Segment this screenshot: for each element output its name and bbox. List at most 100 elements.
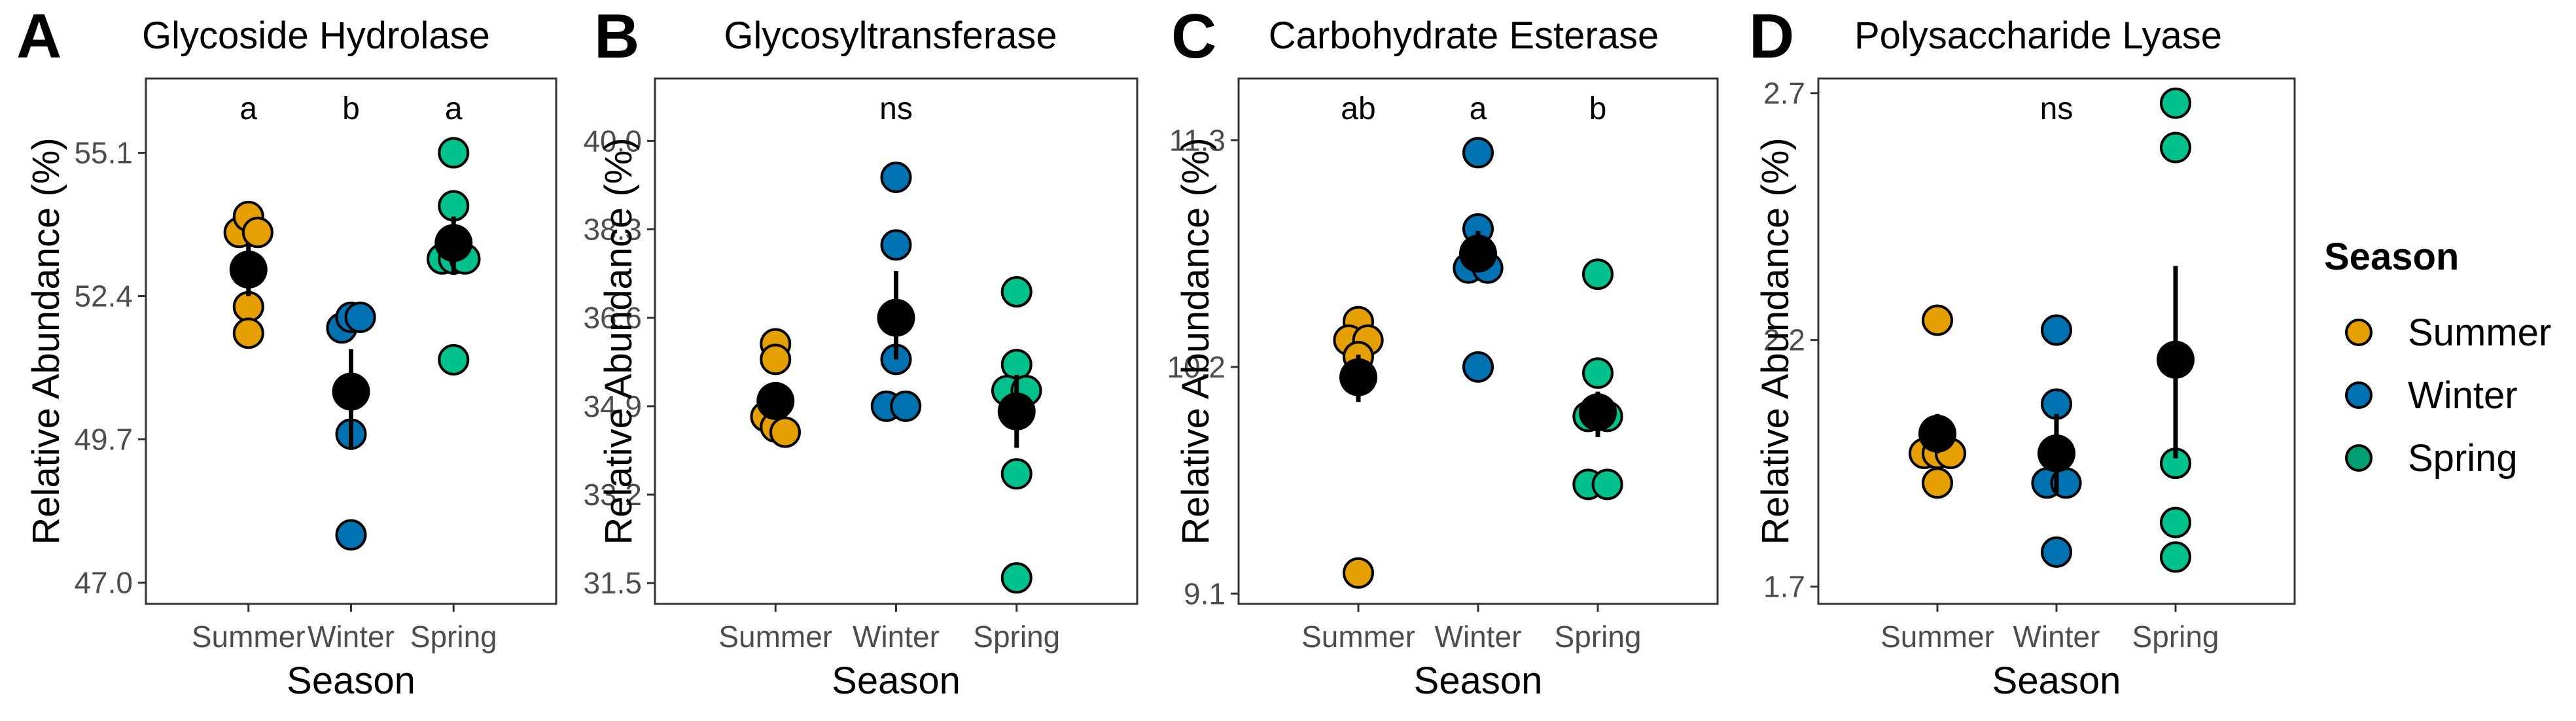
y-axis-label: Relative Abundance (%): [1754, 137, 1797, 544]
data-point: [2160, 541, 2191, 573]
data-point: [1000, 458, 1032, 490]
legend-key-winter: [2345, 381, 2373, 409]
data-point: [335, 519, 367, 551]
y-axis-label: Relative Abundance (%): [597, 137, 640, 544]
significance-label: ns: [2040, 92, 2073, 126]
y-axis-label: Relative Abundance (%): [25, 137, 67, 544]
data-point: [1462, 137, 1494, 169]
mean-point: [1579, 393, 1617, 432]
panel-b: B Glycosyltransferase 31.5 33.2 34.9 36.6 38.3…: [583, 1, 1138, 702]
panel-letter: D: [1749, 1, 1794, 71]
panel-title: Glycoside Hydrolase: [142, 14, 490, 57]
panel-letter: C: [1171, 1, 1216, 71]
mean-point: [2038, 434, 2075, 473]
y-tick-label: 55.1: [74, 136, 133, 170]
data-point: [890, 390, 922, 422]
significance-label: ns: [879, 92, 913, 126]
data-point: [2041, 314, 2072, 346]
x-axis-label: Season: [1992, 659, 2121, 702]
data-point: [1000, 562, 1032, 594]
data-point: [880, 229, 912, 261]
panel-letter: A: [16, 1, 62, 71]
data-point: [1582, 357, 1614, 389]
x-tick-label: Summer: [1880, 620, 1994, 654]
y-tick-label: 2.7: [1763, 77, 1805, 111]
panel-title: Glycosyltransferase: [724, 14, 1057, 57]
data-point: [880, 162, 912, 194]
legend-key-spring: [2345, 444, 2373, 472]
legend-item-spring: Spring: [2345, 437, 2518, 480]
significance-label: b: [342, 92, 360, 126]
mean-point: [1339, 358, 1377, 396]
mean-point: [1918, 414, 1956, 453]
y-tick-label: 47.0: [74, 566, 133, 600]
mean-point: [229, 251, 268, 289]
data-point: [1462, 351, 1494, 383]
data-point: [1582, 258, 1614, 290]
x-tick-label: Summer: [192, 620, 306, 654]
panel-c: C Carbohydrate Esterase 9.1 10.2 11.3Relativ…: [1167, 1, 1719, 702]
data-point: [344, 302, 376, 333]
panel-title: Polysaccharide Lyase: [1854, 14, 2222, 57]
mean-point: [332, 372, 370, 411]
legend-item-summer: Summer: [2345, 311, 2551, 354]
x-tick-label: Winter: [853, 620, 940, 654]
y-tick-label: 33.2: [583, 478, 642, 512]
data-point: [2160, 87, 2191, 119]
panel-letter: B: [594, 1, 639, 71]
data-point: [438, 137, 470, 169]
data-point: [1000, 275, 1032, 308]
significance-label: a: [445, 92, 463, 126]
data-point: [2041, 536, 2072, 568]
y-tick-label: 38.3: [583, 213, 642, 247]
legend: Season Summer Winter Spring: [2324, 236, 2551, 480]
x-tick-label: Spring: [2132, 620, 2219, 654]
panel-title: Carbohydrate Esterase: [1269, 14, 1659, 57]
legend-title: Season: [2324, 236, 2459, 278]
y-tick-label: 2.2: [1763, 323, 1805, 357]
mean-point: [1459, 234, 1497, 273]
y-tick-label: 31.5: [583, 566, 642, 600]
data-point: [232, 317, 264, 349]
x-axis-label: Season: [1414, 659, 1543, 702]
data-point: [1343, 557, 1374, 589]
data-point: [1922, 304, 1953, 336]
data-point: [241, 217, 273, 249]
y-tick-label: 49.7: [74, 423, 133, 457]
data-point: [2160, 506, 2191, 538]
legend-key-summer: [2345, 319, 2373, 346]
data-point: [438, 343, 470, 376]
y-tick-label: 36.6: [583, 301, 642, 335]
panel-a: A Glycoside Hydrolase 47.0 49.7 52.4 55.1Rela…: [16, 1, 557, 702]
y-tick-label: 52.4: [74, 279, 133, 313]
mean-point: [2157, 340, 2195, 379]
y-tick-label: 10.2: [1167, 350, 1226, 384]
significance-label: ab: [1341, 92, 1375, 126]
mean-point: [756, 381, 795, 420]
data-point: [1000, 349, 1032, 381]
y-tick-label: 1.7: [1763, 570, 1805, 604]
y-tick-label: 9.1: [1184, 576, 1226, 610]
y-tick-label: 40.0: [583, 124, 642, 158]
data-point: [1591, 468, 1623, 501]
x-axis-label: Season: [287, 659, 415, 702]
x-tick-label: Summer: [1301, 620, 1415, 654]
x-tick-label: Spring: [973, 620, 1060, 654]
x-tick-label: Winter: [308, 620, 395, 654]
x-tick-label: Winter: [2013, 620, 2100, 654]
panels: A Glycoside Hydrolase47.049.752.455.1Rela…: [16, 1, 2296, 702]
data-point: [232, 290, 264, 323]
significance-label: a: [1470, 92, 1487, 126]
mean-point: [997, 392, 1036, 431]
x-tick-label: Winter: [1435, 620, 1522, 654]
x-tick-label: Spring: [410, 620, 497, 654]
panel-d: D Polysaccharide Lyase 1.7 2.2 2.7 Relative A…: [1749, 1, 2296, 702]
data-point: [1922, 467, 1953, 499]
data-point: [760, 343, 792, 376]
legend-label-spring: Spring: [2408, 437, 2518, 480]
x-tick-label: Summer: [718, 620, 832, 654]
x-axis-label: Season: [832, 659, 961, 702]
data-point: [2160, 132, 2191, 164]
legend-item-winter: Winter: [2345, 374, 2518, 417]
mean-point: [434, 224, 473, 262]
